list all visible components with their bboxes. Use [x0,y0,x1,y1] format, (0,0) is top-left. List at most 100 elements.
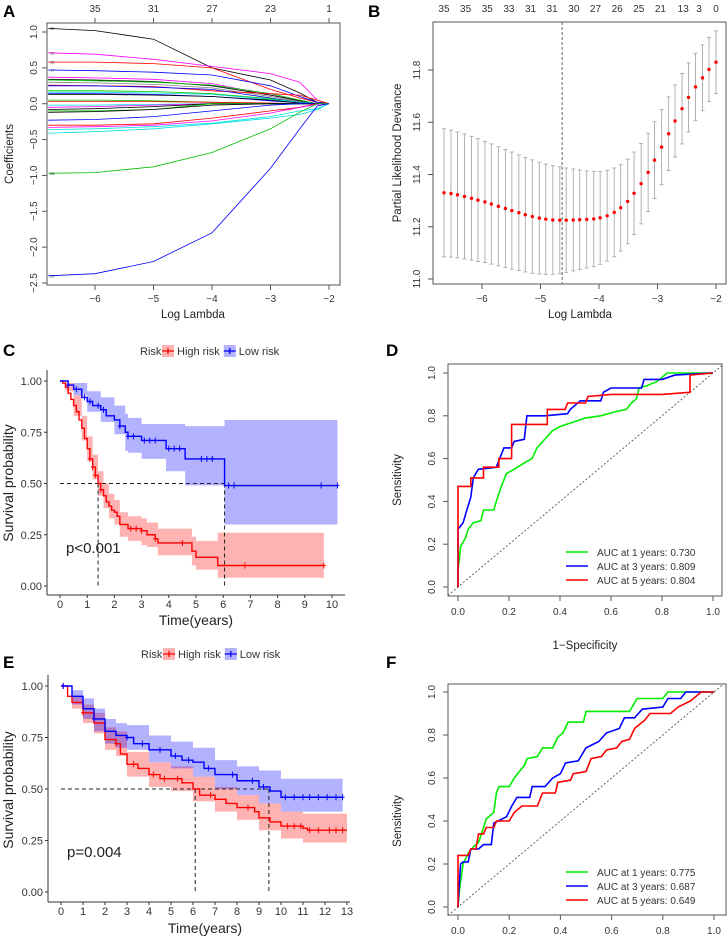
censor-mark [158,746,162,753]
legend-label: AUC at 3 years: 0.809 [597,562,696,573]
panel-label-e: E [3,653,14,672]
deviance-point [639,181,643,186]
top-tick-label: 35 [438,4,450,15]
legend-label: Low risk [240,649,281,661]
censor-mark [126,433,130,440]
plot-frame [447,683,727,916]
coef-path-27 [48,103,330,277]
deviance-point [686,95,691,100]
panel-label-c: C [3,341,15,360]
x-tick-label: 2 [111,599,117,611]
c-ylabel: Survival probability [0,424,16,542]
legend: Risk High risk Low risk [141,648,281,661]
ci-band-low-risk [61,686,343,812]
censor-mark [180,539,185,546]
censor-mark [151,771,156,778]
legend-label: High risk [177,346,220,358]
d-xlabel: 1−Specificity [553,640,618,652]
censor-mark [92,715,96,722]
top-tick-label: 30 [568,4,580,15]
censor-mark [81,709,85,716]
censor-mark [335,482,340,489]
censor-mark [292,794,297,801]
deviance-point [673,119,677,123]
x-tick-label: 9 [302,599,308,611]
deviance-point [537,216,542,220]
y-tick-label: 0.4 [427,494,438,508]
censor-mark [206,765,211,772]
coef-path-21 [48,103,329,121]
y-tick-label: 1.00 [22,681,43,693]
x-tick-label: 0 [58,906,64,918]
censor-mark [327,827,332,834]
x-tick-label: 8 [234,906,240,918]
coef-path-0 [48,28,330,105]
x-tick-label: 5 [193,599,199,611]
plot-frame [46,22,341,286]
legend-label: AUC at 5 years: 0.804 [597,576,696,587]
c-pvalue: p<0.001 [66,540,121,557]
censor-mark [101,406,106,413]
censor-mark [285,823,290,830]
ci-band-low-risk [60,381,338,525]
x-tick-label: 0.0 [451,926,465,937]
legend: Risk High risk Low risk [140,345,280,358]
censor-mark [230,771,235,778]
deviance-point [577,217,582,222]
legend-line [162,348,174,354]
censor-mark [319,482,324,489]
censor-mark [307,794,312,801]
top-tick-label: 1 [326,4,332,15]
deviance-point [523,213,527,217]
top-tick-label: 23 [265,4,277,15]
censor-mark [325,794,330,801]
top-tick-label: 25 [633,4,645,15]
y-tick-label: 0.2 [427,537,438,551]
x-tick-label: −5 [148,294,160,305]
coef-path-label: 15 [50,60,55,65]
top-tick-label: 31 [148,4,160,15]
c-xlabel: Time(years) [159,612,233,628]
deviance-point [564,218,568,222]
x-tick-label: −4 [593,294,605,305]
deviance-point [666,132,671,136]
legend-label: AUC at 5 years: 0.649 [597,896,696,907]
y-tick-label: −2.5 [29,273,40,293]
censor-mark [232,482,237,489]
coef-path-label: 17 [50,68,55,73]
survival-curve-low-risk [60,380,338,487]
legend-line [163,651,175,657]
x-tick-label: 13 [341,906,353,918]
x-tick-label: 4 [166,599,172,611]
censor-mark [90,464,95,471]
deviance-point [517,210,521,215]
y-tick-label: 11.2 [412,217,423,236]
top-tick-label: 35 [460,4,472,15]
x-tick-label: −6 [89,294,101,305]
censor-mark [283,794,288,801]
censor-mark [66,382,71,389]
deviance-point [462,194,467,199]
x-tick-label: 7 [247,599,253,611]
x-tick-label: 0.8 [656,926,670,937]
panel-d-roc: 0.0 0.0 0.2 0.2 0.4 0.4 0.6 0.6 0.8 0.8 1.0 1.0 AUC … [427,363,723,618]
censor-mark [147,437,152,444]
censor-mark [199,455,204,462]
x-tick-label: −4 [206,294,218,305]
censor-mark [98,486,103,493]
panel-label-d: D [386,341,398,360]
censor-mark [131,761,136,768]
x-tick-label: −3 [652,294,664,305]
deviance-point [571,218,575,222]
censor-mark [292,823,297,830]
x-tick-label: 10 [275,906,287,918]
x-tick-label: 9 [256,906,262,918]
legend: AUC at 1 years: 0.775 AUC at 3 years: 0.6… [566,868,696,907]
roc-curve-1 [457,691,714,908]
x-tick-label: −2 [710,294,722,305]
deviance-point [449,191,453,196]
deviance-point [530,214,535,219]
censor-mark [96,402,101,409]
deviance-point [455,193,460,197]
panel-a-coefficient-paths: 32 19 15 17 28 29 −6 35 −5 31 −4 27 −3 23 −2 1 1.0 0.5 0.0… [29,4,341,305]
